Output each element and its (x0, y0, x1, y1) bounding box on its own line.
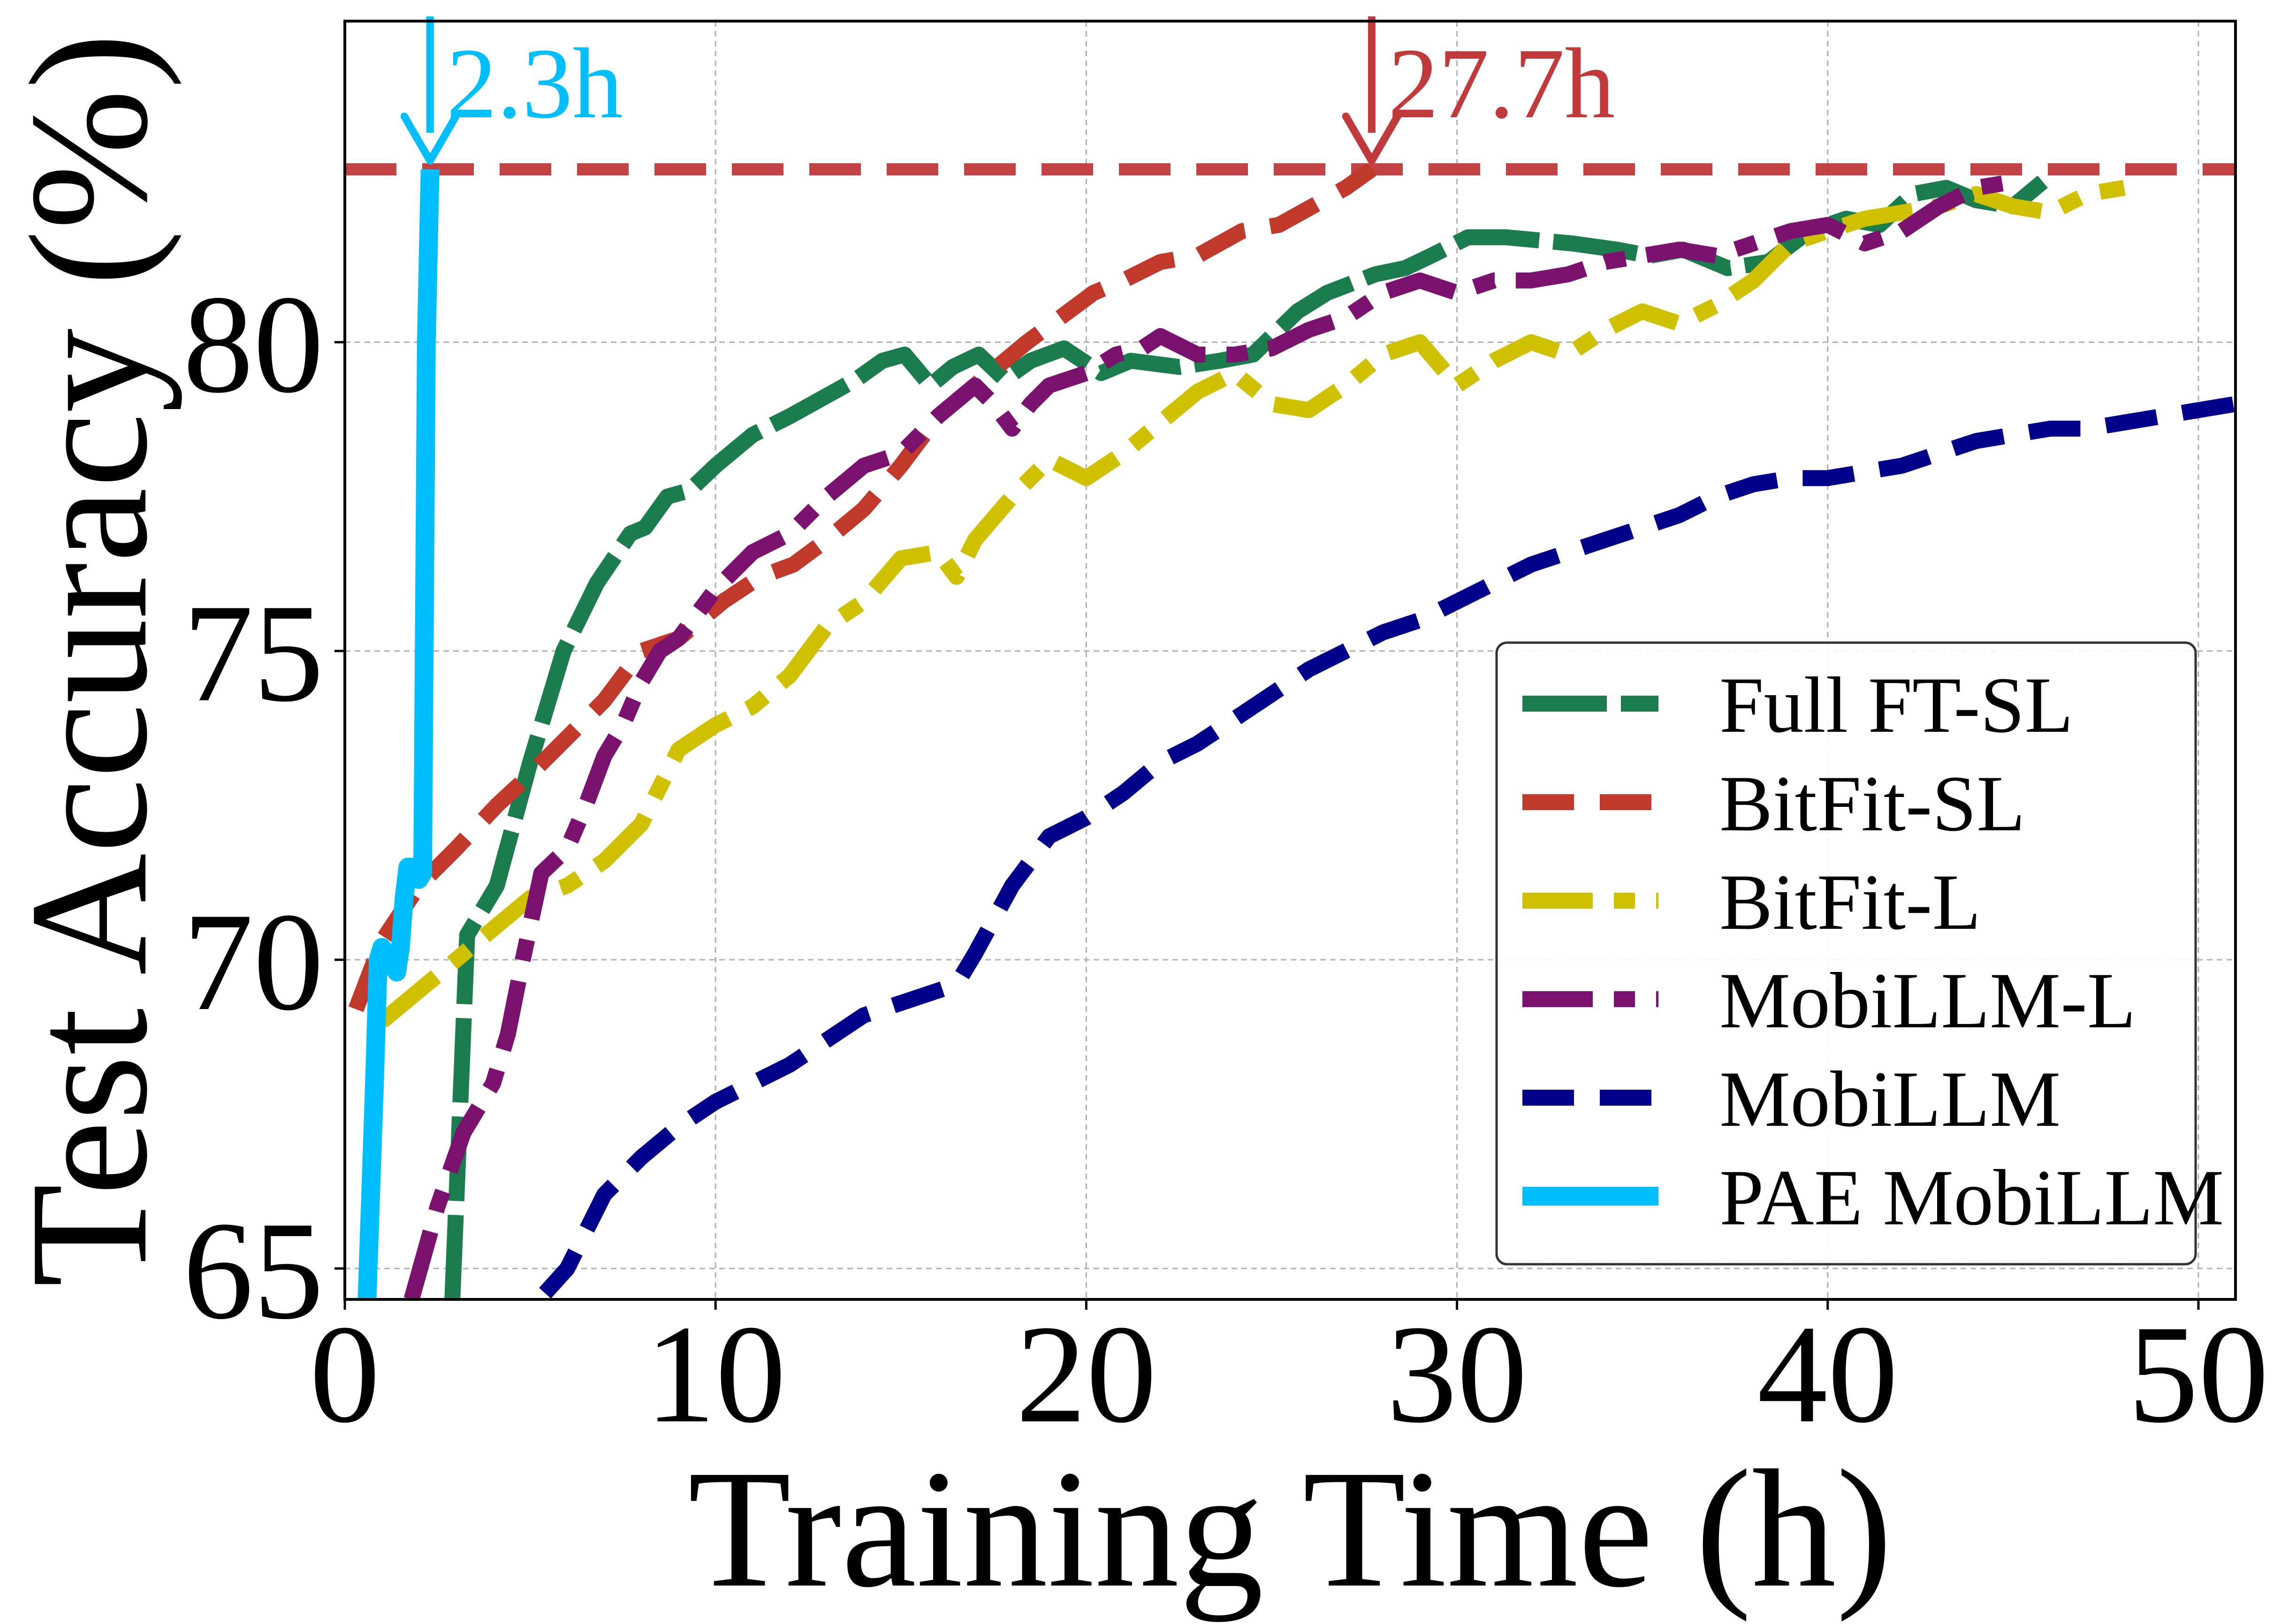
annotations: 2.3h 27.7h (400, 16, 1615, 165)
legend-label-bitfit-sl: BitFit-SL (1719, 759, 2025, 848)
legend-label-full-ft-sl: Full FT-SL (1719, 661, 2073, 749)
legend: Full FT-SL BitFit-SL BitFit-L MobiLLM-L Mobi… (1495, 641, 2224, 1266)
series-layer (345, 163, 2235, 1299)
x-axis: 0 10 20 30 40 50 (310, 1296, 2269, 1452)
legend-box (1495, 641, 2197, 1266)
y-tick-label: 75 (183, 575, 324, 731)
x-tick-label: 40 (1757, 1296, 1898, 1452)
legend-label-bitfit-l: BitFit-L (1719, 858, 1981, 946)
x-tick-label: 10 (645, 1296, 786, 1452)
annotation-label-27-7h: 27.7h (1388, 27, 1615, 139)
annotation-arrowhead-2-3h (400, 112, 460, 165)
x-tick-label: 0 (310, 1296, 380, 1452)
y-axis: 65 70 75 80 (183, 266, 345, 1348)
y-tick-label: 65 (183, 1192, 324, 1348)
series-mobillm-l-line (403, 174, 2015, 1299)
x-tick-label: 20 (1016, 1296, 1156, 1452)
x-tick-label: 30 (1387, 1296, 1528, 1452)
y-tick-label: 70 (183, 884, 324, 1040)
plot-frame (343, 20, 2237, 1301)
x-tick-label: 50 (2128, 1296, 2269, 1452)
y-tick-label: 80 (183, 266, 324, 422)
y-axis-title: Test Accuracy (%) (0, 33, 182, 1287)
annotation-label-2-3h: 2.3h (447, 27, 623, 139)
x-axis-title: Training Time (h) (688, 1435, 1892, 1623)
legend-label-pae-mobillm: PAE MobiLLM (1719, 1153, 2224, 1242)
series-bitfit-sl-line (348, 163, 1376, 1012)
annotation-arrowhead-27-7h (1342, 112, 1401, 165)
legend-label-mobillm: MobiLLM (1719, 1055, 2061, 1143)
series-pae-mobillm-line (357, 169, 440, 1299)
series-bitfit-l-line (377, 180, 2126, 1028)
legend-label-mobillm-l: MobiLLM-L (1719, 956, 2136, 1045)
